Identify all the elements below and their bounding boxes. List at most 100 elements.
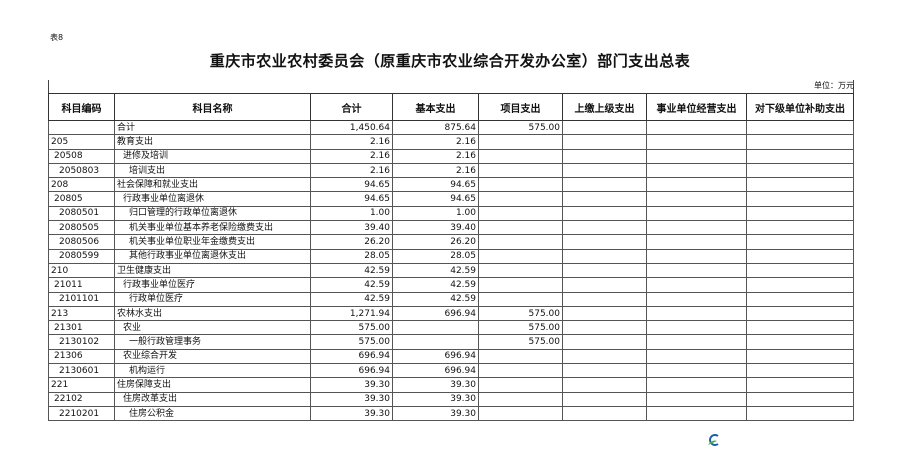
column-header: 基本支出 — [392, 93, 479, 121]
cell-basic — [392, 334, 479, 350]
cell-code: 2080506 — [48, 234, 115, 250]
cell-basic: 2.16 — [392, 134, 479, 150]
cell-empty — [646, 377, 747, 393]
cell-code: 21011 — [48, 277, 115, 293]
cell-empty — [562, 334, 647, 350]
expenditure-table: 科目编码 科目名称 合计 基本支出 项目支出 上缴上级支出 事业单位经营支出 对下级单位补助支… — [48, 93, 854, 422]
cell-empty — [562, 134, 647, 150]
cell-total: 696.94 — [310, 348, 393, 365]
cell-project — [478, 262, 563, 279]
cell-total: 1,450.64 — [310, 119, 393, 136]
cell-empty — [646, 277, 747, 293]
cell-name: 住房公积金 — [114, 405, 311, 422]
cell-name: 机关事业单位职业年金缴费支出 — [114, 234, 311, 250]
cell-empty — [562, 391, 647, 407]
table-row: 2080501 归口管理的行政单位离退休 1.00 1.00 — [48, 205, 854, 222]
cell-basic: 26.20 — [392, 234, 479, 250]
cell-basic: 94.65 — [392, 191, 479, 207]
cell-empty — [562, 348, 647, 365]
cell-empty — [646, 405, 747, 422]
cell-name: 行政单位医疗 — [114, 291, 311, 307]
column-header: 对下级单位补助支出 — [746, 93, 854, 121]
cell-empty — [562, 248, 647, 264]
table-row: 221 住房保障支出 39.30 39.30 — [48, 377, 854, 393]
cell-code: 2050803 — [48, 162, 115, 179]
cell-empty — [746, 348, 854, 365]
cell-empty — [646, 262, 747, 279]
cell-code: 20805 — [48, 191, 115, 207]
table-row: 21011 行政事业单位医疗 42.59 42.59 — [48, 277, 854, 293]
table-row: 2101101 行政单位医疗 42.59 42.59 — [48, 291, 854, 307]
cell-basic: 39.30 — [392, 405, 479, 422]
cell-total: 28.05 — [310, 248, 393, 264]
cell-empty — [562, 191, 647, 207]
cell-code: 20508 — [48, 148, 115, 164]
cell-code: 2080501 — [48, 205, 115, 222]
cell-project: 575.00 — [478, 334, 563, 350]
cell-total: 2.16 — [310, 134, 393, 150]
cell-basic: 42.59 — [392, 262, 479, 279]
cell-name: 培训支出 — [114, 162, 311, 179]
cell-name: 卫生健康支出 — [114, 262, 311, 279]
cell-total: 1.00 — [310, 205, 393, 222]
cell-project — [478, 162, 563, 179]
cell-empty — [746, 291, 854, 307]
cell-empty — [646, 348, 747, 365]
cell-name: 住房改革支出 — [114, 391, 311, 407]
cell-basic: 94.65 — [392, 177, 479, 193]
cell-name: 社会保障和就业支出 — [114, 177, 311, 193]
cell-project — [478, 391, 563, 407]
table-tag: 表8 — [50, 33, 64, 42]
cell-empty — [562, 205, 647, 222]
cell-project — [478, 205, 563, 222]
cell-code — [48, 119, 115, 136]
cell-total: 42.59 — [310, 262, 393, 279]
cell-empty — [646, 148, 747, 164]
cell-empty — [746, 363, 854, 379]
cell-project — [478, 291, 563, 307]
cell-empty — [646, 248, 747, 264]
cell-basic: 39.30 — [392, 391, 479, 407]
cell-name: 住房保障支出 — [114, 377, 311, 393]
cell-total: 94.65 — [310, 191, 393, 207]
cell-name: 一般行政管理事务 — [114, 334, 311, 350]
column-header: 合计 — [310, 93, 393, 121]
column-header: 科目名称 — [114, 93, 311, 121]
cell-name: 机构运行 — [114, 363, 311, 379]
cell-empty — [746, 277, 854, 293]
cell-empty — [746, 262, 854, 279]
cell-project: 575.00 — [478, 305, 563, 322]
cell-project — [478, 148, 563, 164]
table-row: 22102 住房改革支出 39.30 39.30 — [48, 391, 854, 407]
cell-empty — [646, 305, 747, 322]
cell-project — [478, 405, 563, 422]
cell-total: 1,271.94 — [310, 305, 393, 322]
table-row: 205 教育支出 2.16 2.16 — [48, 134, 854, 150]
cell-empty — [746, 205, 854, 222]
table-row: 213 农林水支出 1,271.94 696.94 575.00 — [48, 305, 854, 322]
cell-empty — [562, 405, 647, 422]
cell-code: 213 — [48, 305, 115, 322]
table-row: 2210201 住房公积金 39.30 39.30 — [48, 405, 854, 422]
cell-total: 39.40 — [310, 220, 393, 236]
cell-code: 205 — [48, 134, 115, 150]
cell-project: 575.00 — [478, 119, 563, 136]
cell-total: 696.94 — [310, 363, 393, 379]
cell-empty — [746, 134, 854, 150]
table-row: 合计 1,450.64 875.64 575.00 — [48, 119, 854, 136]
cell-code: 2210201 — [48, 405, 115, 422]
cell-name: 农业 — [114, 320, 311, 336]
cell-empty — [746, 220, 854, 236]
cell-total: 39.30 — [310, 377, 393, 393]
table-row: 20508 进修及培训 2.16 2.16 — [48, 148, 854, 164]
cell-empty — [646, 391, 747, 407]
cell-code: 2080599 — [48, 248, 115, 264]
cell-empty — [646, 162, 747, 179]
cell-empty — [646, 363, 747, 379]
cell-code: 2130601 — [48, 363, 115, 379]
cell-name: 合计 — [114, 119, 311, 136]
column-header: 项目支出 — [478, 93, 563, 121]
cell-code: 221 — [48, 377, 115, 393]
cell-name: 农业综合开发 — [114, 348, 311, 365]
table-row: 2130601 机构运行 696.94 696.94 — [48, 363, 854, 379]
